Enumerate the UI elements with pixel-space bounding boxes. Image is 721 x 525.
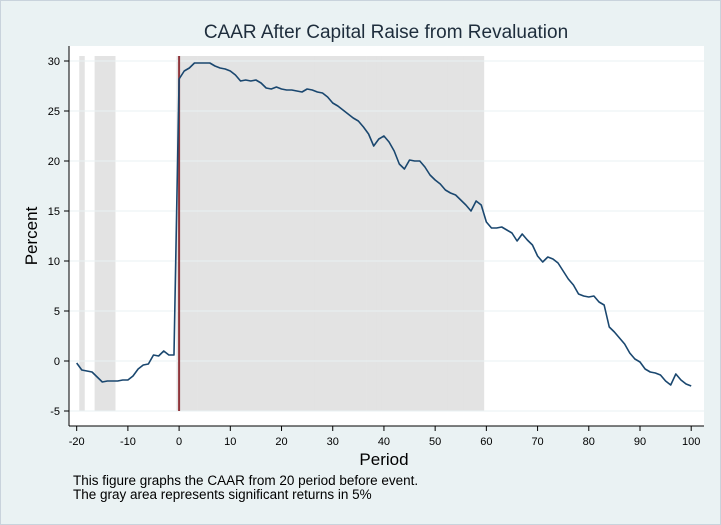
significance-band — [253, 56, 259, 411]
significance-band — [335, 56, 341, 411]
x-tick-label: 30 — [327, 436, 339, 448]
figure-note-line-2: The gray area represents significant ret… — [73, 487, 372, 502]
significance-band — [237, 56, 244, 411]
x-tick-label: 40 — [378, 436, 390, 448]
significance-band — [104, 56, 111, 411]
significance-band — [99, 56, 106, 411]
y-tick-label: -5 — [50, 406, 60, 418]
significance-band — [319, 56, 326, 411]
significance-band — [478, 56, 485, 411]
significance-band — [268, 56, 275, 411]
x-tick-label: 20 — [275, 436, 287, 448]
x-tick-label: -10 — [120, 436, 136, 448]
chart-title: CAAR After Capital Raise from Revaluatio… — [204, 22, 568, 43]
significance-band — [314, 56, 321, 411]
significance-band — [278, 56, 285, 411]
significance-band — [340, 56, 346, 411]
x-axis-label: Period — [359, 450, 408, 469]
significance-band — [325, 56, 331, 411]
y-tick-label: 15 — [48, 206, 60, 218]
x-tick-label: 0 — [176, 436, 182, 448]
y-tick-label: 0 — [54, 356, 60, 368]
x-tick-label: 70 — [531, 436, 543, 448]
significance-band — [243, 56, 249, 411]
significance-band — [401, 56, 408, 411]
significance-band — [366, 56, 372, 411]
significance-band — [422, 56, 428, 411]
significance-band — [202, 56, 208, 411]
significance-band — [284, 56, 290, 411]
significance-band — [217, 56, 224, 411]
significance-band — [391, 56, 398, 411]
significance-band — [473, 56, 480, 411]
significance-band — [437, 56, 444, 411]
significance-band — [222, 56, 229, 411]
significance-band — [273, 56, 280, 411]
x-tick-label: 90 — [634, 436, 646, 448]
significance-band — [191, 56, 198, 411]
significance-band — [109, 56, 116, 411]
significance-band — [294, 56, 300, 411]
significance-band — [227, 56, 234, 411]
significance-band — [197, 56, 203, 411]
significance-band — [350, 56, 357, 411]
significance-band — [396, 56, 403, 411]
x-tick-label: 100 — [682, 436, 700, 448]
significance-band — [345, 56, 352, 411]
x-tick-label: -20 — [69, 436, 85, 448]
significance-band — [360, 56, 367, 411]
significance-band — [258, 56, 264, 411]
y-axis-label: Percent — [22, 206, 41, 265]
significance-band — [355, 56, 362, 411]
y-tick-label: 25 — [48, 106, 60, 118]
significance-band — [79, 56, 85, 411]
figure-note-line-1: This figure graphs the CAAR from 20 peri… — [73, 473, 419, 488]
y-tick-label: 10 — [48, 256, 60, 268]
significance-band — [212, 56, 218, 411]
significance-band — [94, 56, 101, 411]
significance-band — [371, 56, 377, 411]
x-tick-label: 80 — [583, 436, 595, 448]
significance-band — [406, 56, 413, 411]
x-tick-label: 60 — [480, 436, 492, 448]
significance-band — [232, 56, 239, 411]
significance-band — [381, 56, 387, 411]
significance-band — [468, 56, 474, 411]
y-tick-label: 20 — [48, 156, 60, 168]
significance-band — [447, 56, 454, 411]
significance-band — [417, 56, 423, 411]
significance-band — [442, 56, 449, 411]
significance-band — [386, 56, 393, 411]
significance-band — [304, 56, 311, 411]
caar-series-line — [76, 62, 692, 387]
significance-band — [309, 56, 316, 411]
significance-band — [458, 56, 464, 411]
axes — [68, 46, 704, 427]
tick-labels: -5 0 5 10 15 20 25 30 -20 -10 0 10 20 30 40 50 60 70 80 90 1… — [48, 56, 701, 448]
significance-band — [207, 56, 213, 411]
significance-band — [427, 56, 433, 411]
y-tick-label: 30 — [48, 56, 60, 68]
y-tick-label: 5 — [54, 306, 60, 318]
gridlines — [69, 60, 704, 412]
significance-band — [289, 56, 295, 411]
significance-band — [412, 56, 418, 411]
significance-band — [453, 56, 459, 411]
significance-band — [186, 56, 193, 411]
x-tick-label: 10 — [224, 436, 236, 448]
significance-band — [432, 56, 439, 411]
significance-band — [248, 56, 254, 411]
significance-band — [181, 56, 188, 411]
x-tick-label: 50 — [429, 436, 441, 448]
significance-band — [463, 56, 469, 411]
series-layer — [76, 62, 692, 387]
significance-bands — [79, 56, 485, 411]
significance-band — [330, 56, 336, 411]
significance-band — [263, 56, 270, 411]
significance-band — [299, 56, 305, 411]
significance-band — [376, 56, 382, 411]
